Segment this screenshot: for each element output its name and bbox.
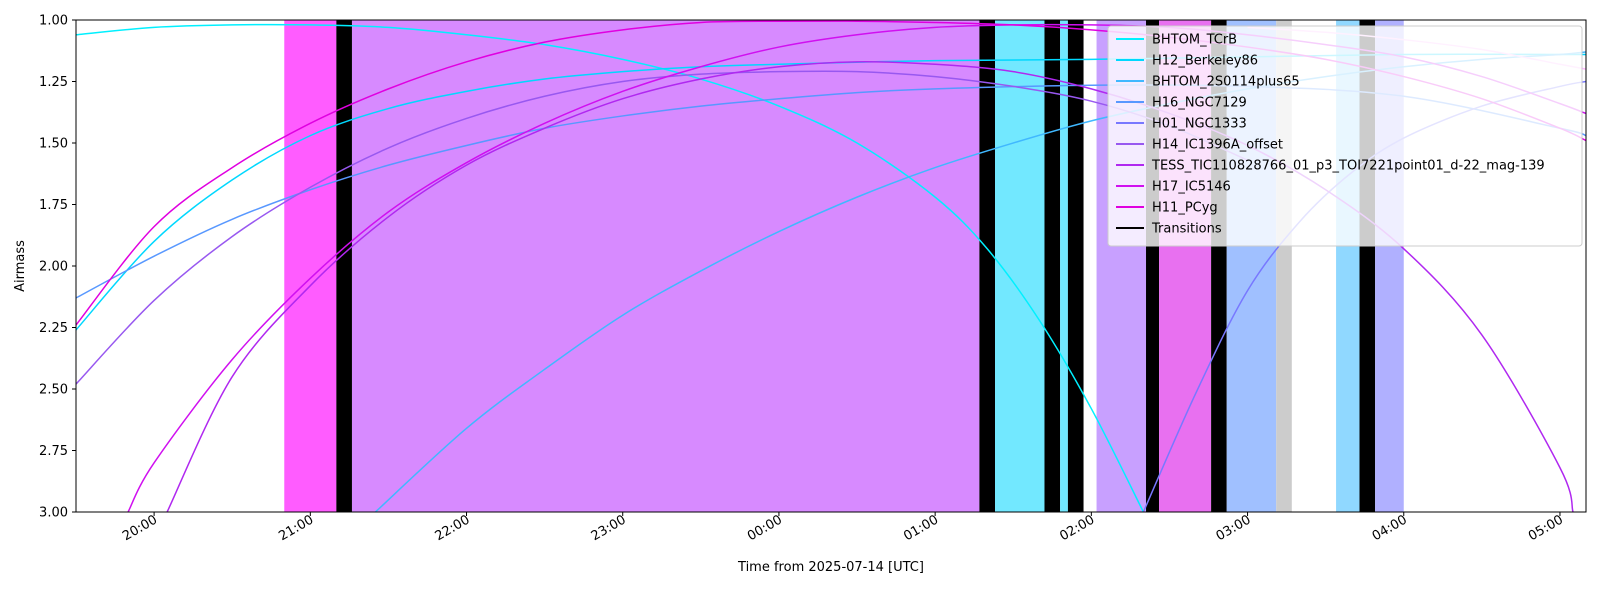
legend-label: Transitions: [1151, 222, 1222, 237]
x-tick-label: 23:00: [589, 512, 629, 544]
legend-label: H11_PCyg: [1152, 201, 1218, 216]
x-tick-label: 01:00: [901, 512, 941, 544]
legend-label: H14_IC1396A_offset: [1152, 138, 1283, 153]
legend: BHTOM_TCrB H12_Berkeley86 BHTOM_2S0114plus…: [1107, 25, 1583, 247]
legend-label: BHTOM_TCrB: [1152, 33, 1237, 48]
legend-label: TESS_TIC110828766_01_p3_TOI7221point01_d…: [1151, 159, 1545, 174]
visibility-span: [351, 20, 980, 512]
transition-bar: [1044, 20, 1061, 512]
legend-label: H01_NGC1333: [1152, 117, 1247, 132]
visibility-span: [995, 20, 1045, 512]
y-tick-label: 1.75: [39, 198, 68, 213]
x-tick-label: 22:00: [433, 512, 473, 544]
series-line: [76, 23, 1145, 512]
x-tick-label: 20:00: [120, 512, 160, 544]
x-tick-label: 05:00: [1526, 512, 1566, 544]
legend-label: BHTOM_2S0114plus65: [1152, 75, 1300, 90]
y-tick-label: 2.00: [39, 260, 68, 275]
y-tick-label: 2.25: [39, 321, 68, 336]
x-tick-label: 02:00: [1057, 512, 1097, 544]
x-tick-label: 03:00: [1214, 512, 1254, 544]
y-tick-label: 1.00: [39, 14, 68, 29]
y-tick-label: 1.50: [39, 137, 68, 152]
x-tick-label: 00:00: [745, 512, 785, 544]
legend-label: H16_NGC7129: [1152, 96, 1247, 111]
y-tick-label: 1.25: [39, 75, 68, 90]
x-axis-label: Time from 2025-07-14 [UTC]: [737, 560, 924, 575]
visibility-span: [284, 20, 337, 512]
y-tick-label: 2.75: [39, 444, 68, 459]
x-tick-label: 21:00: [276, 512, 316, 544]
series-line: [166, 60, 1574, 512]
transition-bar: [979, 20, 996, 512]
y-tick-label: 3.00: [39, 506, 68, 521]
y-axis: 1.00 1.25 1.50 1.75 2.00 2.25 2.50 2.75 3.00: [39, 14, 76, 521]
x-axis: 20:00 21:00 22:00 23:00 00:00 01:00 02:00 03:00…: [120, 512, 1566, 544]
series-line: [76, 70, 1248, 385]
y-axis-label: Airmass: [13, 240, 28, 292]
x-tick-label: 04:00: [1370, 512, 1410, 544]
legend-label: H12_Berkeley86: [1152, 54, 1258, 69]
y-tick-label: 2.50: [39, 383, 68, 398]
legend-box: [1107, 25, 1583, 247]
transition-bar: [336, 20, 352, 512]
transition-bar: [1067, 20, 1084, 512]
visibility-span: [1060, 20, 1068, 512]
legend-label: H17_IC5146: [1152, 180, 1231, 195]
